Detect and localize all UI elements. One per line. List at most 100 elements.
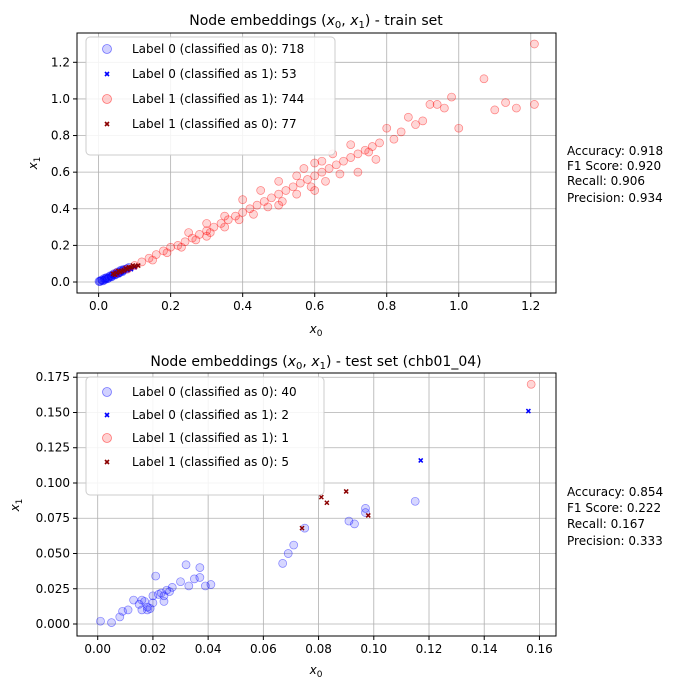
train-x-tick-label: 0.6 xyxy=(305,299,324,313)
train-x-tick-label: 0.2 xyxy=(161,299,180,313)
train-legend-label-0: Label 0 (classified as 0): 718 xyxy=(132,42,304,56)
test-point-series-0 xyxy=(195,563,205,572)
test-y-tick-label: 0.000 xyxy=(36,617,70,631)
train-point-series-0 xyxy=(101,274,111,283)
test-x-tick-label: 0.04 xyxy=(195,642,222,656)
train-metric-precision: Precision: 0.934 xyxy=(567,191,663,205)
train-x-tick-label: 1.2 xyxy=(521,299,540,313)
test-point-series-0 xyxy=(300,523,310,533)
train-x-tick-label: 1.0 xyxy=(449,299,468,313)
train-point-series-2 xyxy=(295,178,305,188)
train-legend-label-3: Label 1 (classified as 0): 77 xyxy=(132,117,297,131)
test-point-series-0 xyxy=(148,591,158,601)
train-point-series-2 xyxy=(252,200,262,210)
train-point-series-2 xyxy=(202,226,212,236)
test-y-tick-label: 0.125 xyxy=(36,441,70,455)
test-x-tick-label: 0.10 xyxy=(360,642,387,656)
test-point-series-0 xyxy=(115,612,125,622)
train-point-series-2 xyxy=(274,176,284,186)
test-metric-f1: F1 Score: 0.222 xyxy=(567,501,661,515)
train-point-series-3 xyxy=(135,263,141,269)
test-point-series-0 xyxy=(283,549,293,558)
train-point-series-2 xyxy=(288,182,298,192)
test-legend-marker-0 xyxy=(102,387,112,397)
train-y-tick-label: 0.0 xyxy=(51,275,70,289)
test-point-series-0 xyxy=(137,595,147,605)
train-point-series-2 xyxy=(425,100,435,109)
train-point-series-0 xyxy=(104,273,114,283)
train-legend-label-2: Label 1 (classified as 1): 744 xyxy=(132,92,304,106)
train-point-series-2 xyxy=(263,202,273,212)
test-point-series-0 xyxy=(96,616,105,626)
test-point-series-0 xyxy=(107,618,116,627)
train-point-series-0 xyxy=(97,275,106,285)
train-axes-frame xyxy=(76,32,557,294)
test-point-series-3 xyxy=(318,494,324,500)
train-y-tick-label: 1.0 xyxy=(51,92,70,106)
train-point-series-3 xyxy=(130,263,136,269)
train-point-series-2 xyxy=(259,197,269,206)
train-point-series-2 xyxy=(184,228,193,237)
train-point-series-2 xyxy=(277,197,287,206)
train-point-series-2 xyxy=(321,176,330,186)
train-point-series-2 xyxy=(299,164,309,173)
train-metric-accuracy: Accuracy: 0.918 xyxy=(567,144,663,158)
train-point-series-2 xyxy=(187,233,197,243)
train-y-axis-label: x1 xyxy=(26,157,43,171)
train-point-series-2 xyxy=(281,186,291,195)
train-point-series-2 xyxy=(231,211,240,221)
train-point-series-2 xyxy=(148,255,157,265)
train-plot: Node embeddings (x0, x1) - train set 0.0… xyxy=(26,13,663,339)
train-point-series-2 xyxy=(310,158,320,168)
test-x-tick-label: 0.16 xyxy=(526,642,553,656)
test-y-ticks: 0.000 0.025 0.050 0.075 0.100 0.125 0.150 0.175 xyxy=(36,370,77,631)
train-point-series-2 xyxy=(292,171,302,181)
train-point-series-0 xyxy=(99,275,109,285)
test-legend-box xyxy=(85,376,325,496)
train-y-tick-label: 0.8 xyxy=(51,129,70,143)
test-point-series-0 xyxy=(134,599,144,609)
test-point-series-3 xyxy=(299,525,305,531)
train-y-tick-label: 0.6 xyxy=(51,165,70,179)
train-point-series-2 xyxy=(144,253,154,263)
train-point-series-2 xyxy=(396,127,406,137)
train-point-series-2 xyxy=(360,145,370,155)
train-point-series-2 xyxy=(335,169,345,179)
train-point-series-3 xyxy=(112,272,118,278)
test-point-series-0 xyxy=(195,573,205,582)
train-point-series-2 xyxy=(403,112,413,122)
train-point-series-2 xyxy=(223,215,233,225)
test-x-tick-label: 0.00 xyxy=(84,642,111,656)
train-point-series-2 xyxy=(306,182,316,192)
train-point-series-2 xyxy=(353,149,363,159)
test-point-series-0 xyxy=(189,574,199,584)
test-point-series-1 xyxy=(418,457,424,463)
train-legend-box xyxy=(85,36,336,156)
test-x-tick-label: 0.14 xyxy=(471,642,498,656)
train-point-series-0 xyxy=(103,274,112,283)
test-point-series-0 xyxy=(148,598,158,608)
train-y-tick-label: 0.4 xyxy=(51,202,70,216)
test-point-series-0 xyxy=(167,582,177,592)
train-y-tick-label: 1.2 xyxy=(51,55,70,69)
train-point-series-2 xyxy=(151,250,161,259)
test-legend-label-2: Label 1 (classified as 1): 1 xyxy=(132,431,289,445)
test-point-series-3 xyxy=(365,512,371,518)
test-point-series-0 xyxy=(176,577,185,587)
train-point-series-2 xyxy=(177,242,186,252)
test-point-series-0 xyxy=(143,605,152,615)
train-point-series-2 xyxy=(292,189,302,199)
train-x-tick-label: 0.0 xyxy=(89,299,108,313)
test-plot: Node embeddings (x0, x1) - test set (chb… xyxy=(8,354,663,680)
train-point-series-2 xyxy=(512,103,521,113)
test-point-series-0 xyxy=(159,597,169,606)
train-point-series-2 xyxy=(267,193,276,203)
test-point-series-2 xyxy=(526,379,536,389)
train-point-series-2 xyxy=(220,222,230,232)
train-legend-marker-0 xyxy=(102,44,112,54)
train-point-series-2 xyxy=(346,153,356,162)
train-point-series-0 xyxy=(100,274,109,283)
test-point-series-0 xyxy=(350,519,359,529)
train-point-series-2 xyxy=(234,215,244,225)
